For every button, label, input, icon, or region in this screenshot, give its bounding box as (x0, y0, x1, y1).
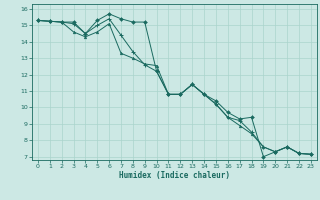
X-axis label: Humidex (Indice chaleur): Humidex (Indice chaleur) (119, 171, 230, 180)
